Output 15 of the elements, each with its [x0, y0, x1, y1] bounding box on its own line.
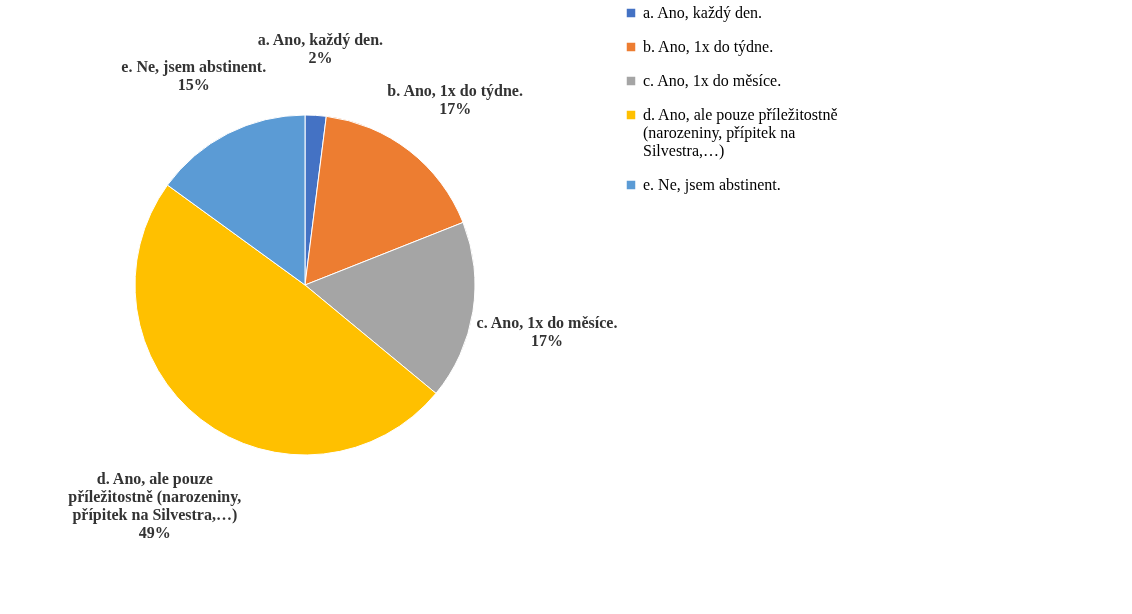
legend-label: d. Ano, ale pouze příležitostně (narozeniny, přípitek na Silvestra,…) [643, 106, 838, 160]
legend-label: a. Ano, každý den. [643, 4, 763, 22]
legend-label: b. Ano, 1x do týdne. [643, 38, 774, 56]
data-label: 17% [439, 100, 472, 118]
legend-label: e. Ne, jsem abstinent. [643, 176, 781, 194]
legend-label: c. Ano, 1x do měsíce. [643, 72, 782, 89]
data-label: 15% [177, 75, 210, 93]
slice-label: c. Ano, 1x do měsíce. [476, 314, 618, 332]
data-label: 2% [308, 49, 333, 67]
slice-label: a. Ano, každý den. [257, 31, 384, 50]
data-label: 17% [530, 332, 563, 350]
slice-label: d. Ano, ale pouze příležitostně (narozeniny, přípitek na Silvestra,…) [68, 469, 242, 524]
slice-label: e. Ne, jsem abstinent. [121, 57, 267, 76]
data-label: 49% [138, 523, 171, 541]
slice-label: b. Ano, 1x do týdne. [387, 82, 523, 101]
